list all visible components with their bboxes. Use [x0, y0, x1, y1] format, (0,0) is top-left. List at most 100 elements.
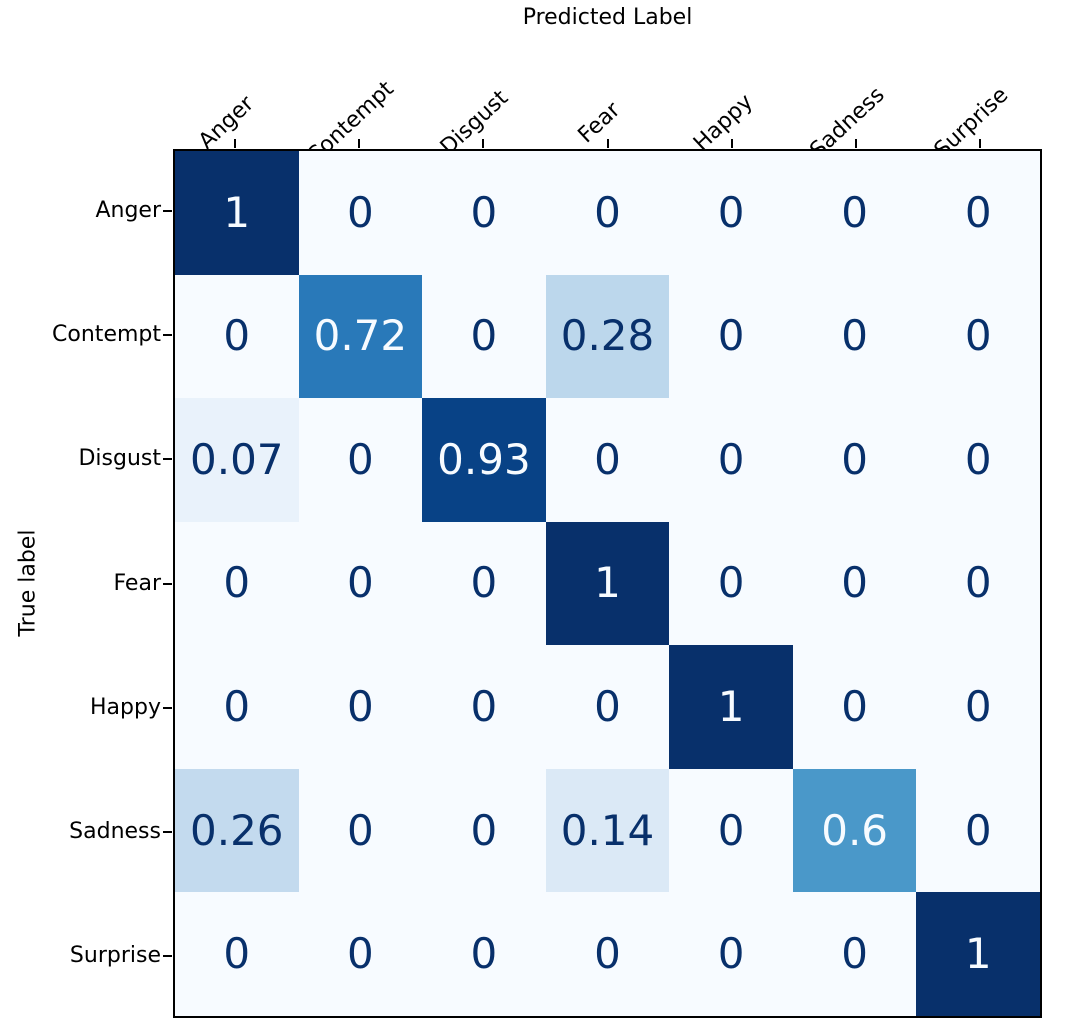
x-tick-mark: [854, 139, 857, 148]
matrix-cell: 0.07: [175, 398, 299, 522]
matrix-cell: 0: [175, 274, 299, 399]
matrix-cell: 0: [422, 274, 546, 399]
matrix-cell-value: 0: [841, 929, 868, 979]
matrix-cell: 0: [792, 151, 917, 275]
matrix-cell-value: 0.28: [560, 311, 655, 361]
matrix-cell: 0: [298, 768, 423, 893]
matrix-cell: 0: [669, 151, 793, 275]
y-tick-label: Contempt: [52, 322, 161, 348]
y-tick-label: Anger: [95, 198, 161, 224]
matrix-cell-value: 1: [964, 929, 992, 979]
matrix-cell: 0: [175, 892, 299, 1016]
matrix-cell: 0.72: [298, 274, 423, 399]
y-tick-mark: [163, 582, 172, 585]
matrix-cell-value: 0: [223, 311, 251, 361]
matrix-cell: 0: [669, 274, 793, 399]
matrix-cell: 0: [669, 892, 793, 1016]
matrix-cell-value: 0: [841, 682, 868, 732]
y-tick-label: Disgust: [78, 446, 161, 472]
x-tick-label: Happy: [688, 89, 758, 157]
matrix-cell: 0: [422, 151, 546, 275]
x-tick-mark: [978, 139, 981, 148]
matrix-cell-value: 0: [470, 558, 498, 608]
matrix-cell-value: 0: [470, 311, 498, 361]
y-tick-mark: [163, 830, 172, 833]
matrix-cell-value: 0: [223, 929, 251, 979]
matrix-cell: 0: [792, 398, 917, 522]
matrix-cell-value: 0: [346, 682, 374, 732]
x-tick-mark: [606, 139, 609, 148]
matrix-cell: 0: [422, 521, 546, 646]
matrix-cell: 0: [422, 768, 546, 893]
matrix-cell-value: 0: [223, 682, 251, 732]
matrix-cell: 0: [669, 521, 793, 646]
y-tick-mark: [163, 458, 172, 461]
matrix-cell-value: 0: [594, 929, 621, 979]
matrix-cell: 0: [792, 892, 917, 1016]
matrix-cell-value: 0: [594, 434, 621, 484]
matrix-cell: 0: [916, 768, 1040, 893]
matrix-cell-value: 0: [470, 187, 498, 237]
matrix-cell-value: 0: [964, 187, 992, 237]
matrix-cell: 0: [916, 521, 1040, 646]
matrix-cell-value: 0: [470, 929, 498, 979]
x-tick-mark: [730, 139, 733, 148]
matrix-cell: 0: [916, 274, 1040, 399]
matrix-cell: 0: [175, 645, 299, 769]
matrix-cell: 0.28: [545, 274, 670, 399]
y-tick-label: Surprise: [69, 942, 161, 968]
x-tick-label: Anger: [194, 91, 260, 155]
matrix-cell: 0: [545, 151, 670, 275]
matrix-cell-value: 0: [594, 682, 621, 732]
matrix-cell-value: 1: [223, 187, 251, 237]
matrix-cell: 0: [792, 521, 917, 646]
matrix-cell-value: 0: [841, 311, 868, 361]
matrix-cell: 0: [545, 892, 670, 1016]
matrix-cell-value: 0.93: [437, 434, 531, 484]
matrix-cell-value: 0: [964, 682, 992, 732]
matrix-cell-value: 0: [346, 558, 374, 608]
matrix-cell-value: 0.07: [190, 434, 284, 484]
matrix-cell-value: 1: [717, 682, 745, 732]
y-tick-mark: [163, 706, 172, 709]
matrix-cell: 0.6: [792, 768, 917, 893]
matrix-cell-value: 0: [346, 187, 374, 237]
matrix-cell-value: 0: [841, 558, 868, 608]
matrix-cell-value: 0.26: [190, 805, 284, 855]
matrix-cell: 0: [916, 398, 1040, 522]
matrix-cell: 0: [298, 645, 423, 769]
matrix-cell-value: 0: [964, 434, 992, 484]
matrix-cell: 0: [545, 645, 670, 769]
matrix-cell-value: 0: [346, 434, 374, 484]
heatmap-matrix: 1 0 0 0 0 0 0 0 0.72 0 0.28 0 0 0 0.07 0 0.93 0 0 0 0 0 0 0 1 0 0 0…: [173, 149, 1042, 1018]
matrix-cell-value: 0: [594, 187, 621, 237]
matrix-cell-value: 0.72: [313, 311, 408, 361]
matrix-cell-value: 0: [964, 558, 992, 608]
matrix-cell: 1: [545, 521, 670, 646]
matrix-cell: 0: [422, 645, 546, 769]
matrix-cell-value: 0.14: [560, 805, 655, 855]
matrix-cell-value: 0: [346, 805, 374, 855]
matrix-cell: 0: [916, 645, 1040, 769]
matrix-cell-value: 0: [841, 434, 868, 484]
matrix-cell-value: 0: [964, 311, 992, 361]
matrix-cell: 1: [916, 892, 1040, 1016]
matrix-cell: 0: [298, 398, 423, 522]
matrix-cell: 0: [545, 398, 670, 522]
matrix-cell-value: 1: [594, 558, 621, 608]
matrix-cell: 0: [175, 521, 299, 646]
matrix-cell-value: 0: [223, 558, 251, 608]
matrix-cell: 1: [669, 645, 793, 769]
matrix-cell: 0.93: [422, 398, 546, 522]
matrix-cell-value: 0: [470, 805, 498, 855]
y-tick-mark: [163, 954, 172, 957]
matrix-cell: 0.14: [545, 768, 670, 893]
matrix-cell-value: 0: [717, 558, 745, 608]
y-tick-label: Fear: [113, 570, 161, 596]
x-tick-mark: [482, 139, 485, 148]
matrix-cell-value: 0: [717, 434, 745, 484]
matrix-cell-value: 0.6: [821, 805, 889, 855]
matrix-cell-value: 0: [717, 929, 745, 979]
matrix-cell: 0: [669, 398, 793, 522]
